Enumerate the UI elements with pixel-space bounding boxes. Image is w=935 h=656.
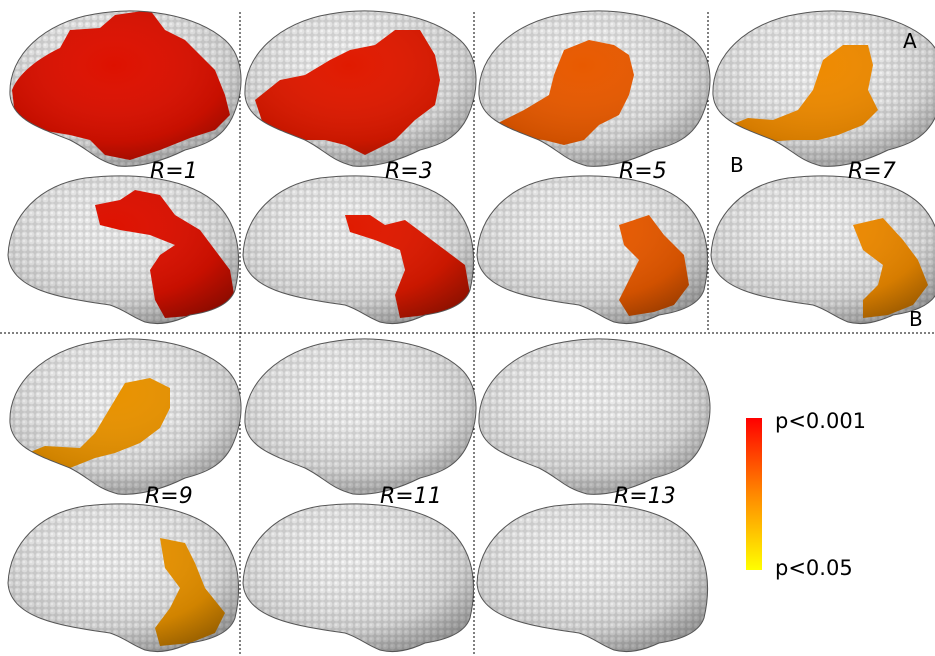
r-label: R=1 [150, 159, 198, 184]
panel-r7: R=7 A B B [710, 10, 935, 331]
colorbar-top-label: p<0.001 [775, 409, 866, 433]
r-label: R=11 [380, 484, 442, 509]
r-label: R=5 [619, 159, 667, 184]
r-label: R=9 [145, 484, 193, 509]
label-a: A [903, 29, 917, 53]
label-b-right: B [909, 307, 923, 331]
panel-r11: R=11 [242, 338, 477, 653]
panel-r3: R=3 [242, 10, 477, 325]
colorbar-bottom-label: p<0.05 [775, 556, 853, 580]
panel-r13: R=13 [476, 338, 711, 653]
colorbar-gradient [746, 418, 762, 570]
panel-r5: R=5 [476, 10, 711, 325]
label-b-left: B [730, 153, 744, 177]
panel-r1: R=1 [7, 10, 242, 325]
r-label: R=13 [614, 484, 676, 509]
r-label: R=7 [848, 159, 896, 184]
r-label: R=3 [385, 159, 433, 184]
panel-r9: R=9 [7, 338, 242, 653]
colorbar: p<0.001 p<0.05 [746, 409, 866, 580]
